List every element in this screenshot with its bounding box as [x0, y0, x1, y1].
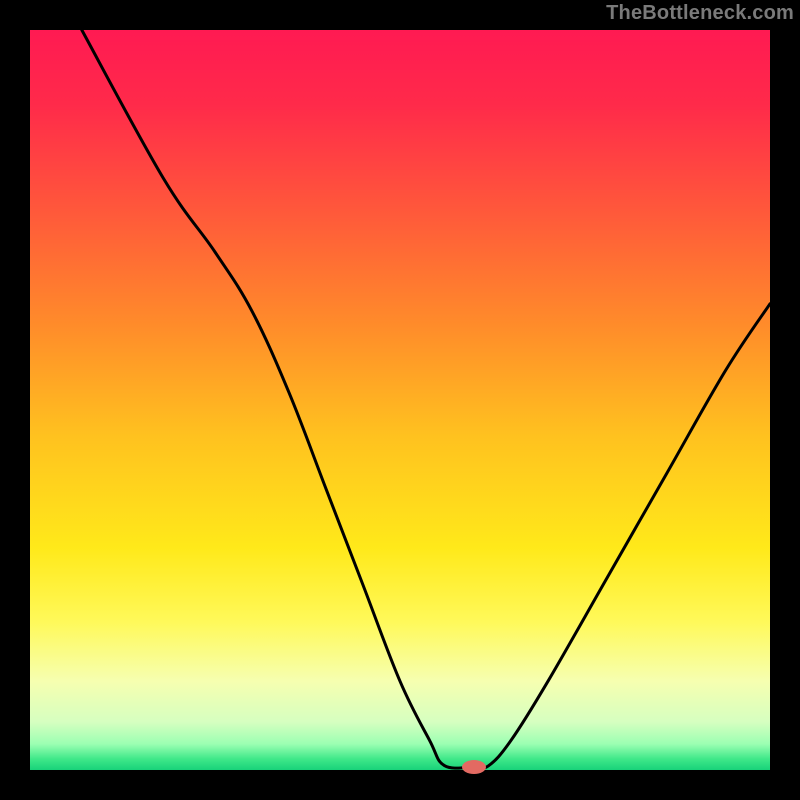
chart-stage: TheBottleneck.com [0, 0, 800, 800]
bottleneck-curve-plot [0, 0, 800, 800]
watermark-text: TheBottleneck.com [606, 2, 794, 25]
optimal-point-marker [462, 760, 486, 774]
